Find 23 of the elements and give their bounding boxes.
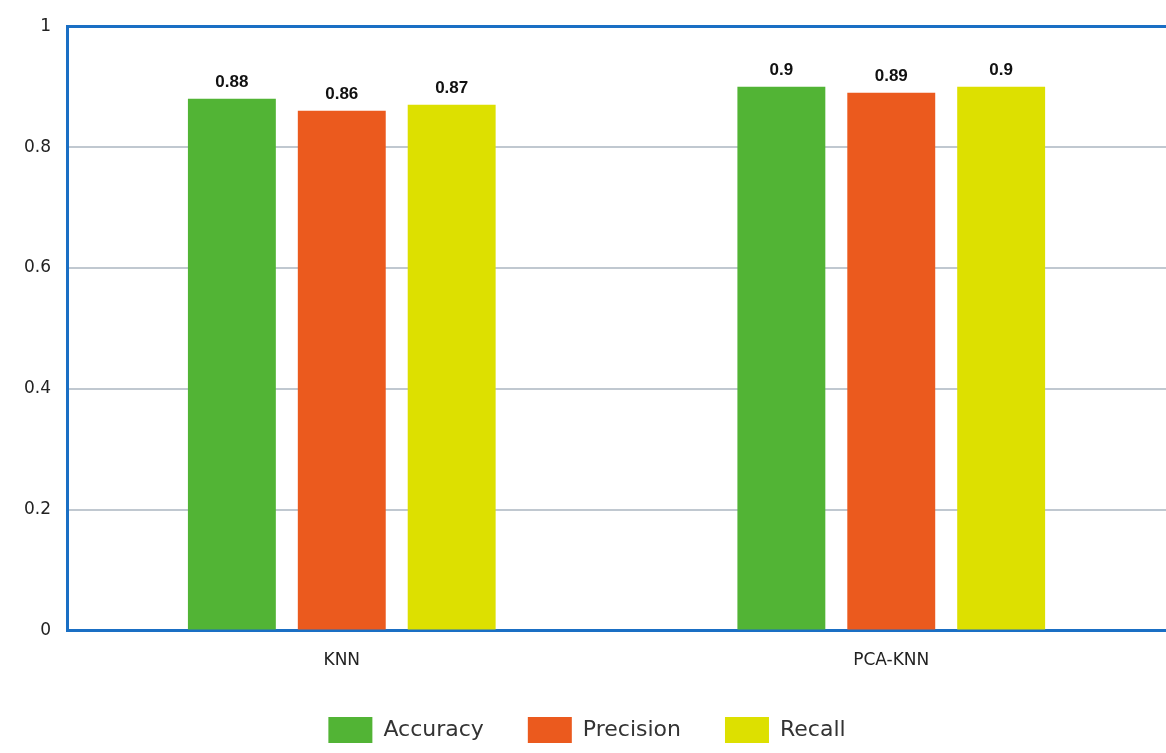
data-label: 0.9 xyxy=(989,59,1013,79)
bar xyxy=(847,92,936,630)
data-label: 0.9 xyxy=(769,59,794,79)
bar xyxy=(737,86,826,630)
legend-label: Recall xyxy=(779,715,846,741)
bar xyxy=(957,86,1046,630)
data-label: 0.86 xyxy=(325,84,359,103)
data-label: 0.88 xyxy=(215,71,249,91)
bar xyxy=(187,98,276,630)
bar xyxy=(407,104,496,630)
data-label: 0.89 xyxy=(874,65,908,85)
data-label: 0.87 xyxy=(435,77,469,97)
bar xyxy=(297,110,386,630)
y-tick-label: 0.6 xyxy=(23,256,52,277)
y-tick-label: 0.2 xyxy=(23,498,52,519)
y-tick-label: 0.4 xyxy=(23,377,52,398)
y-tick-label: 1 xyxy=(40,14,52,35)
x-tick-label: PCA-KNN xyxy=(853,649,930,670)
y-tick-label: 0.8 xyxy=(23,135,52,156)
legend-label: Accuracy xyxy=(383,715,484,741)
legend-label: Precision xyxy=(582,715,681,741)
x-tick-label: KNN xyxy=(323,649,361,670)
y-tick-label: 0 xyxy=(40,619,52,640)
